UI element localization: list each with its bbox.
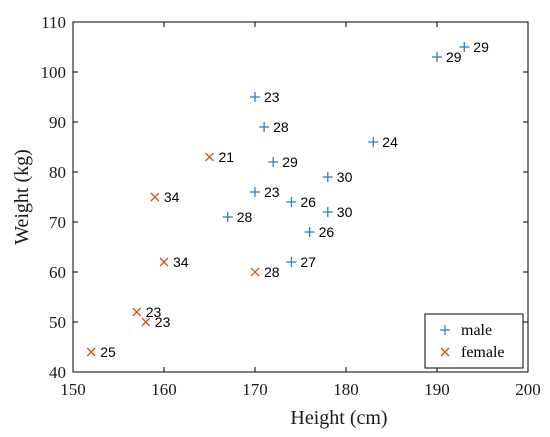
x-tick-label: 180 — [333, 380, 359, 399]
point-label: 29 — [282, 154, 298, 170]
point-label: 30 — [337, 204, 353, 220]
y-tick-label: 80 — [49, 163, 66, 182]
point-label: 27 — [300, 254, 316, 270]
y-tick-label: 100 — [41, 63, 67, 82]
point-label: 23 — [155, 314, 171, 330]
point-label: 29 — [473, 39, 489, 55]
point-label: 26 — [319, 224, 335, 240]
male-point — [286, 197, 297, 207]
point-label: 28 — [264, 264, 280, 280]
y-tick-label: 40 — [49, 363, 66, 382]
male-point — [322, 207, 333, 217]
point-label: 21 — [219, 149, 235, 165]
point-label: 23 — [264, 184, 280, 200]
legend: male female — [424, 313, 524, 369]
x-axis-title: Height (cm) — [290, 407, 387, 429]
x-tick-label: 150 — [60, 380, 86, 399]
legend-label-male: male — [461, 322, 492, 339]
point-label: 26 — [300, 194, 316, 210]
x-tick-label: 170 — [242, 380, 268, 399]
male-point — [250, 187, 260, 197]
legend-marker-female — [440, 347, 450, 357]
x-tick-label: 190 — [424, 380, 450, 399]
plot-frame — [72, 21, 529, 373]
male-point — [222, 212, 233, 222]
y-tick-label: 90 — [49, 113, 66, 132]
y-tick-label: 70 — [49, 213, 66, 232]
axes: 150 160 170 180 190 200 40 50 60 70 80 90 100 110 — [41, 13, 541, 399]
male-point — [268, 157, 279, 167]
male-point — [250, 92, 260, 102]
point-label: 30 — [337, 169, 353, 185]
y-axis-title: Weight (kg) — [11, 149, 33, 245]
legend-marker-male — [440, 325, 450, 335]
female-point — [86, 347, 96, 357]
legend-label-female: female — [461, 344, 505, 361]
female-point — [250, 267, 260, 277]
legend-box — [424, 313, 524, 369]
point-label: 25 — [100, 344, 116, 360]
male-point — [322, 172, 333, 182]
female-point — [132, 307, 142, 317]
male-point — [459, 42, 470, 52]
point-label: 34 — [173, 254, 189, 270]
male-point — [368, 137, 379, 147]
point-label: 23 — [146, 304, 162, 320]
point-label: 29 — [446, 49, 462, 65]
x-tick-label: 160 — [151, 380, 177, 399]
point-label: 28 — [237, 209, 253, 225]
male-point — [259, 122, 270, 132]
point-label: 23 — [264, 89, 280, 105]
point-label: 34 — [164, 189, 180, 205]
female-point — [141, 317, 151, 327]
y-tick-label: 60 — [49, 263, 66, 282]
point-label: 24 — [382, 134, 398, 150]
female-point — [150, 192, 160, 202]
y-tick-label: 50 — [49, 313, 66, 332]
female-point — [205, 152, 214, 162]
x-tick-label: 200 — [515, 380, 541, 399]
male-point — [432, 52, 442, 62]
point-label: 28 — [273, 119, 289, 135]
male-point — [286, 257, 297, 267]
y-tick-label: 110 — [41, 13, 66, 32]
male-point — [304, 227, 315, 237]
female-point — [159, 257, 169, 267]
